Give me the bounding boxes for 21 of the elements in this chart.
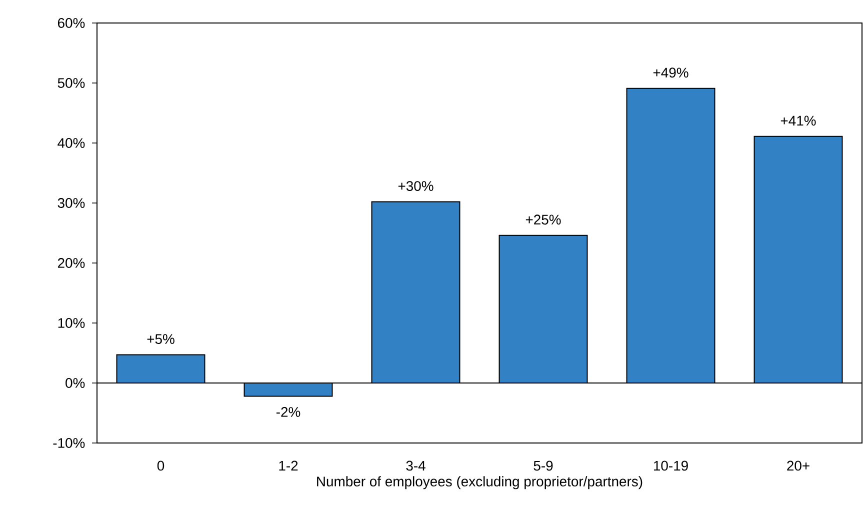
y-tick-label: 60% [58, 18, 85, 28]
y-tick-label: 30% [58, 198, 85, 208]
y-tick-label: 40% [58, 138, 85, 148]
data-label: +30% [398, 181, 434, 191]
x-tick-label: 3-4 [406, 460, 426, 471]
data-label: +25% [526, 214, 561, 225]
x-tick-label: 10-19 [654, 460, 688, 471]
y-tick-label: 50% [58, 78, 85, 88]
y-tick-label: -10% [53, 438, 85, 448]
data-label: +49% [653, 68, 688, 78]
data-label: -2% [276, 407, 300, 417]
x-tick-label: 1-2 [279, 460, 298, 471]
y-tick-label: 0% [66, 378, 85, 388]
y-tick-label: 20% [58, 258, 85, 268]
x-tick-label: 0 [157, 460, 164, 471]
x-tick-label: 5-9 [534, 460, 553, 471]
x-axis-title: Number of employees (excluding proprietor/partners) [317, 476, 642, 490]
x-tick-label: 20+ [787, 460, 810, 471]
data-label: +5% [147, 334, 174, 344]
data-label: +41% [780, 116, 816, 126]
y-tick-label: 10% [58, 318, 85, 328]
